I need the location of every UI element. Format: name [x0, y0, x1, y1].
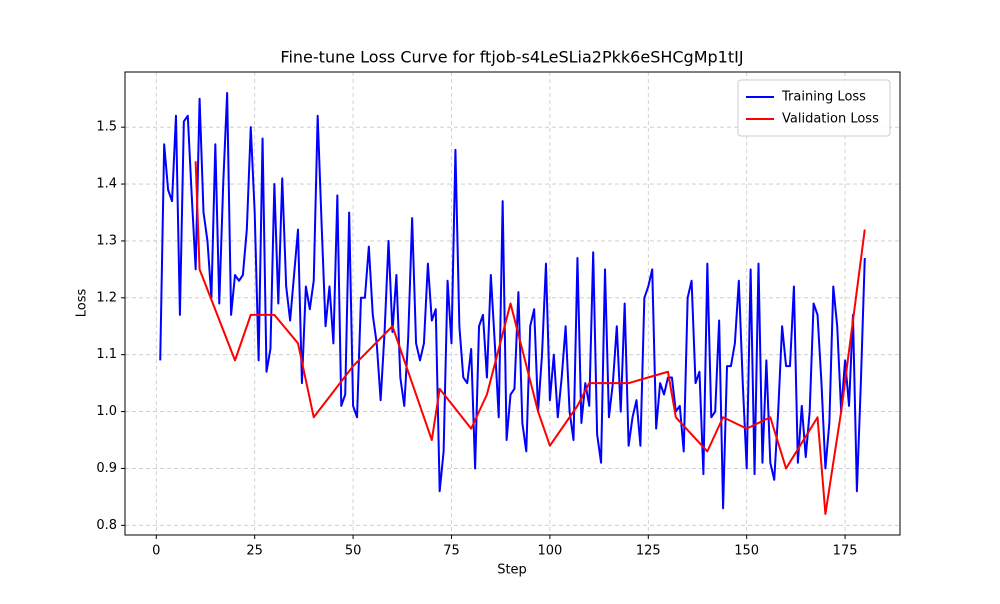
legend-box — [737, 79, 891, 137]
x-axis-label: Step — [497, 563, 527, 578]
x-tick-label: 50 — [345, 544, 362, 559]
series-line — [159, 92, 866, 510]
y-tick-label: 0.9 — [96, 461, 117, 476]
y-tick-label: 1.1 — [96, 347, 117, 362]
y-tick-label: 1.3 — [96, 233, 117, 248]
series-line — [194, 161, 866, 515]
chart-title: Fine-tune Loss Curve for ftjob-s4LeSLia2… — [280, 48, 743, 67]
x-tick-label: 0 — [152, 544, 160, 559]
x-tick-label: 100 — [537, 544, 562, 559]
legend: Training Loss Validation Loss — [737, 79, 891, 137]
legend-label: Validation Loss — [782, 112, 879, 127]
x-tick-label: 75 — [443, 544, 460, 559]
plot-frame — [124, 71, 901, 536]
x-tick-label: 125 — [636, 544, 661, 559]
x-tick-label: 25 — [246, 544, 263, 559]
y-axis-label: Loss — [75, 289, 90, 318]
x-tick-label: 175 — [833, 544, 858, 559]
y-tick-label: 0.8 — [96, 518, 117, 533]
y-tick-label: 1.0 — [96, 404, 117, 419]
y-tick-label: 1.5 — [96, 120, 117, 135]
legend-label: Training Loss — [781, 90, 866, 105]
x-tick-label: 150 — [734, 544, 759, 559]
y-tick-label: 1.4 — [96, 177, 117, 192]
y-tick-label: 1.2 — [96, 290, 117, 305]
